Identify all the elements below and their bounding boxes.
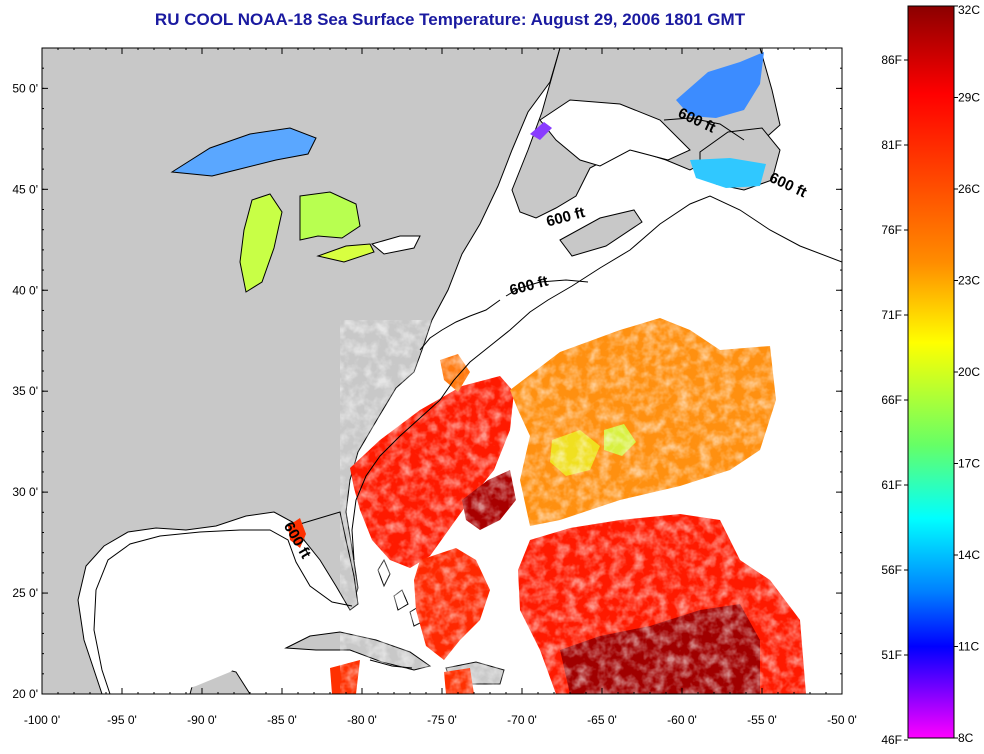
lat-tick-label: 30 0' xyxy=(12,485,38,499)
lake-huron xyxy=(299,191,361,241)
colorbar-label-f: 71F xyxy=(881,308,902,322)
colorbar-label-c: 14C xyxy=(958,548,980,562)
sst-florida-red xyxy=(288,518,306,548)
cloud-mask xyxy=(340,320,820,694)
colorbar-label-f: 81F xyxy=(881,138,902,152)
lon-tick-label: -100 0' xyxy=(24,713,60,727)
lat-tick-label: 20 0' xyxy=(12,687,38,701)
colorbar-label-c: 32C xyxy=(958,3,980,17)
nova-scotia-land xyxy=(559,209,643,257)
lon-tick-label: -50 0' xyxy=(827,713,857,727)
sst-labrador-blue xyxy=(676,52,764,118)
lon-tick-label: -55 0' xyxy=(747,713,777,727)
colorbar-label-f: 51F xyxy=(881,648,902,662)
colorbar-label-f: 46F xyxy=(881,733,902,747)
lon-tick-label: -95 0' xyxy=(107,713,137,727)
colorbar-label-c: 8C xyxy=(958,731,974,745)
gulf-st-lawrence xyxy=(539,99,691,167)
lon-tick-label: -75 0' xyxy=(427,713,457,727)
colorbar-label-c: 23C xyxy=(958,274,980,288)
axis-ticks: -100 0' -95 0' -90 0' -85 0' -80 0' -75 0' -70… xyxy=(12,48,857,727)
colorbar-label-c: 11C xyxy=(958,640,979,654)
lon-tick-label: -80 0' xyxy=(347,713,377,727)
lat-tick-label: 40 0' xyxy=(12,283,38,297)
colorbar-label-c: 26C xyxy=(958,182,980,196)
colorbar-label-f: 61F xyxy=(881,478,902,492)
lat-tick-label: 50 0' xyxy=(12,81,38,95)
sst-st-lawrence-purple xyxy=(530,122,552,140)
lake-erie xyxy=(316,243,375,263)
lon-tick-label: -65 0' xyxy=(587,713,617,727)
colorbar-label-f: 86F xyxy=(881,53,902,67)
colorbar-labels: 32C 29C 26C 23C 20C 17C 14C 11C 8C 86F 81F 76F 71F 66… xyxy=(881,3,980,747)
colorbar-label-f: 76F xyxy=(881,223,902,237)
lon-tick-label: -85 0' xyxy=(267,713,297,727)
lake-ontario xyxy=(370,235,421,255)
colorbar-label-f: 66F xyxy=(881,393,902,407)
colorbar-label-c: 20C xyxy=(958,365,980,379)
colorbar-label-f: 56F xyxy=(881,563,902,577)
colorbar-label-c: 29C xyxy=(958,91,980,105)
lake-michigan xyxy=(239,193,283,293)
sst-newfoundland-cyan xyxy=(690,158,766,188)
map-title: RU COOL NOAA-18 Sea Surface Temperature:… xyxy=(154,10,746,29)
lon-tick-label: -60 0' xyxy=(667,713,697,727)
isobath-600ft xyxy=(93,117,842,694)
lat-tick-label: 35 0' xyxy=(12,384,38,398)
map-content xyxy=(42,48,842,694)
lat-tick-label: 45 0' xyxy=(12,182,38,196)
lat-tick-label: 25 0' xyxy=(12,586,38,600)
lon-tick-label: -90 0' xyxy=(187,713,217,727)
coast-details xyxy=(369,279,589,669)
colorbar-label-c: 17C xyxy=(958,457,980,471)
gulf-of-mexico xyxy=(94,530,338,694)
colorbar xyxy=(907,5,955,739)
lake-superior xyxy=(170,127,317,177)
lon-tick-label: -70 0' xyxy=(507,713,537,727)
